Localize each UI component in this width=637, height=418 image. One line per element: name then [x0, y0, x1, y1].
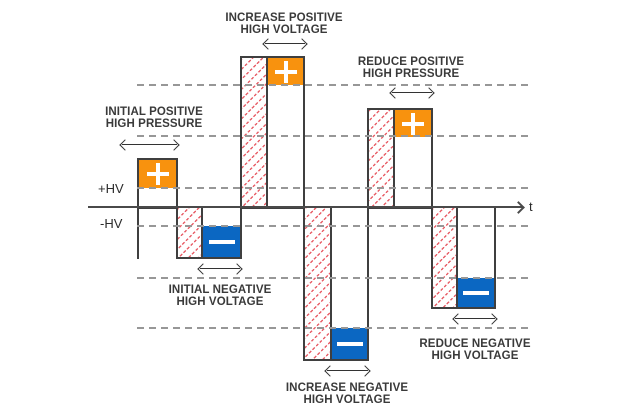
level-line-increase-positive [137, 84, 532, 86]
level-line-increase-negative [137, 327, 532, 329]
hatch-transition-region [242, 58, 268, 207]
pulse-initial-negative [176, 206, 242, 259]
plus-icon [402, 112, 424, 135]
level-line-reduce-positive [137, 135, 532, 137]
pulse-increase-negative [303, 206, 369, 361]
duration-arrow-initial-negative [200, 268, 240, 269]
positive-hv-label: +HV [98, 181, 124, 196]
duration-arrow-initial-positive [122, 144, 177, 145]
time-axis [88, 206, 522, 208]
level-line-reduce-negative [137, 277, 532, 279]
annotation-initial-negative: INITIAL NEGATIVE HIGH VOLTAGE [168, 284, 272, 308]
minus-icon [463, 290, 489, 295]
pulse-initial-positive [137, 158, 178, 209]
annotation-reduce-positive: REDUCE POSITIVE HIGH PRESSURE [357, 56, 465, 80]
hatch-transition-region [369, 110, 395, 207]
negative-overvoltage-fill [458, 278, 494, 307]
negative-overvoltage-fill [203, 226, 240, 257]
axis-arrowhead-icon [512, 201, 525, 214]
negative-hv-label: -HV [100, 216, 123, 231]
positive-overvoltage-fill [268, 58, 303, 85]
pulse-reduce-positive [367, 108, 433, 209]
minus-icon [336, 341, 363, 346]
pulse-increase-positive [240, 56, 305, 209]
duration-arrow-increase-negative [327, 370, 368, 371]
negative-overvoltage-fill [332, 328, 367, 359]
level-line-positive-hv [137, 187, 532, 189]
annotation-reduce-negative: REDUCE NEGATIVE HIGH VOLTAGE [419, 338, 531, 362]
time-axis-label: t [529, 199, 533, 214]
plus-icon [274, 60, 297, 83]
level-line-negative-hv [137, 225, 532, 227]
minus-icon [208, 239, 235, 244]
plus-icon [146, 163, 169, 185]
annotation-increase-positive: INCREASE POSITIVE HIGH VOLTAGE [225, 12, 343, 36]
duration-arrow-increase-positive [265, 43, 305, 44]
annotation-increase-negative: INCREASE NEGATIVE HIGH VOLTAGE [285, 382, 409, 406]
duration-arrow-reduce-positive [392, 92, 432, 93]
annotation-initial-positive: INITIAL POSITIVE HIGH PRESSURE [105, 106, 203, 130]
hatch-transition-region [305, 208, 332, 359]
hatch-transition-region [433, 208, 458, 307]
positive-overvoltage-fill [395, 110, 431, 137]
pulse-reduce-negative [431, 206, 496, 309]
hatch-transition-region [178, 208, 203, 257]
duration-arrow-reduce-negative [455, 318, 495, 319]
positive-overvoltage-fill [139, 160, 176, 188]
